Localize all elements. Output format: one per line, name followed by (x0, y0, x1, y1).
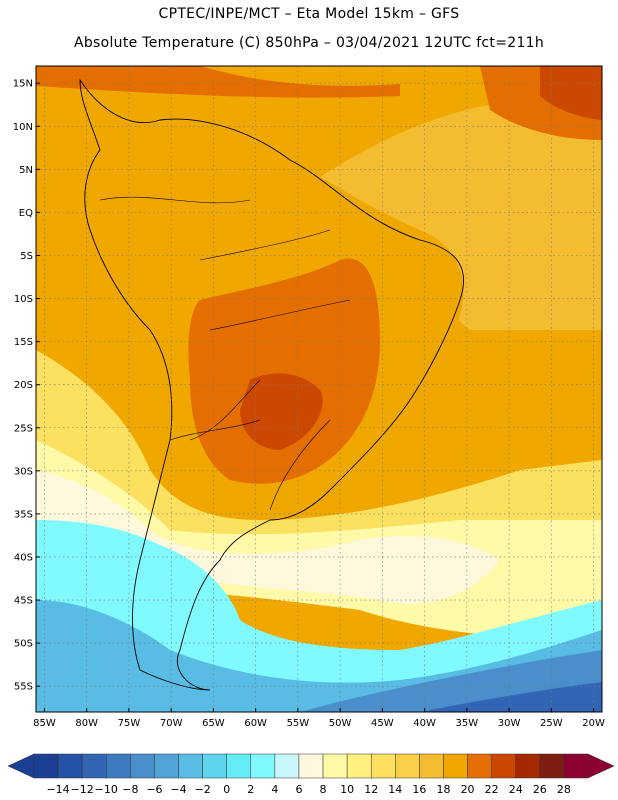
colorbar-label: 18 (436, 783, 450, 796)
colorbar-segment (154, 753, 179, 779)
colorbar-segment (370, 753, 396, 779)
longitude-ticks: 85W 80W 75W 70W 65W 60W 55W 50W 45W 40W 35W 30W 25W 2… (33, 708, 605, 729)
lon-tick-label: 55W (287, 718, 310, 729)
lat-tick-label: 40S (14, 552, 33, 563)
colorbar: −14 −12 −10 −8 −6 −4 −2 0 2 4 6 8 10 12 14 16 18 20 22 24 26… (7, 753, 615, 796)
lon-tick-label: 70W (160, 718, 183, 729)
lat-tick-label: 45S (14, 596, 33, 607)
colorbar-segment (226, 753, 252, 779)
lat-tick-label: 5S (20, 251, 33, 262)
colorbar-label: 2 (247, 783, 254, 796)
lon-tick-label: 75W (118, 718, 141, 729)
colorbar-segment (467, 753, 492, 779)
gulf-stripe-warm (36, 66, 400, 98)
temperature-field (36, 66, 602, 712)
colorbar-min-arrow (7, 753, 35, 779)
lat-tick-label: 30S (14, 466, 33, 477)
brazil-plateau-warm (188, 258, 380, 484)
lon-tick-label: 50W (329, 718, 352, 729)
lon-tick-label: 30W (498, 718, 521, 729)
colorbar-segment (322, 753, 348, 779)
lon-tick-label: 25W (540, 718, 563, 729)
lat-tick-label: 25S (14, 423, 33, 434)
colorbar-segment (250, 753, 276, 779)
deep-south-cold (420, 682, 602, 712)
lat-tick-label: 35S (14, 509, 33, 520)
colorbar-segment (81, 753, 107, 779)
colorbar-label: 12 (364, 783, 378, 796)
colorbar-segment (491, 753, 516, 779)
colorbar-max-arrow (587, 753, 615, 779)
colorbar-segment (563, 753, 589, 779)
colorbar-segment (346, 753, 372, 779)
lon-tick-label: 40W (413, 718, 436, 729)
colorbar-segment (395, 753, 420, 779)
lat-tick-label: 50S (14, 639, 33, 650)
colorbar-label: 24 (509, 783, 523, 796)
colorbar-segment (443, 753, 468, 779)
lat-tick-label: 5N (19, 165, 33, 176)
colorbar-label: 14 (388, 783, 402, 796)
colorbar-segment (106, 753, 131, 779)
colorbar-label: −2 (194, 783, 210, 796)
brazil-core-hot (240, 373, 323, 450)
colorbar-label: −14 (46, 783, 69, 796)
colorbar-label: −10 (95, 783, 118, 796)
lon-tick-label: 35W (456, 718, 479, 729)
map-title-line2: Absolute Temperature (C) 850hPa – 03/04/… (73, 35, 545, 51)
colorbar-segment (419, 753, 444, 779)
colorbar-label: −4 (170, 783, 186, 796)
colorbar-label: 6 (295, 783, 302, 796)
lat-tick-label: 20S (14, 380, 33, 391)
colorbar-segment (130, 753, 155, 779)
lat-tick-label: 15S (14, 337, 33, 348)
colorbar-label: 8 (320, 783, 327, 796)
colorbar-label: 4 (271, 783, 278, 796)
lon-tick-label: 80W (75, 718, 98, 729)
lon-tick-label: 85W (33, 718, 56, 729)
lon-tick-label: 20W (582, 718, 605, 729)
colorbar-segment (515, 753, 541, 779)
north-atlantic-cooler (300, 90, 602, 330)
colorbar-segment (57, 753, 83, 779)
colorbar-segment (274, 753, 300, 779)
latitude-ticks: 15N 10N 5N EQ 5S 10S 15S 20S 25S 30S 35S 40S 45S 50S 5… (13, 79, 40, 693)
colorbar-label: 20 (461, 783, 475, 796)
lat-tick-label: 10N (13, 122, 33, 133)
map-frame (35, 65, 603, 713)
colorbar-label: −8 (122, 783, 138, 796)
lat-tick-label: 10S (14, 294, 33, 305)
colorbar-label: 10 (340, 783, 354, 796)
lon-tick-label: 45W (371, 718, 394, 729)
colorbar-label: 22 (485, 783, 499, 796)
colorbar-label: 0 (223, 783, 230, 796)
lat-tick-label: EQ (19, 208, 33, 219)
colorbar-segment (298, 753, 324, 779)
colorbar-label: −12 (71, 783, 94, 796)
colorbar-label: 28 (557, 783, 571, 796)
lat-tick-label: 15N (13, 79, 33, 90)
map-title-line1: CPTEC/INPE/MCT – Eta Model 15km – GFS (158, 6, 460, 22)
south-pacific-cool (36, 350, 602, 560)
colorbar-label: −6 (146, 783, 162, 796)
lon-tick-label: 60W (244, 718, 267, 729)
lon-tick-label: 65W (202, 718, 225, 729)
country-borders (99, 196, 351, 511)
colorbar-segment (178, 753, 203, 779)
colorbar-segment (539, 753, 565, 779)
colorbar-label: 16 (412, 783, 426, 796)
northeast-hot (540, 66, 602, 120)
colorbar-label: 26 (533, 783, 547, 796)
colorbar-segment (33, 753, 59, 779)
lat-tick-label: 55S (14, 682, 33, 693)
continent-outline (79, 78, 464, 691)
colorbar-segment (202, 753, 227, 779)
